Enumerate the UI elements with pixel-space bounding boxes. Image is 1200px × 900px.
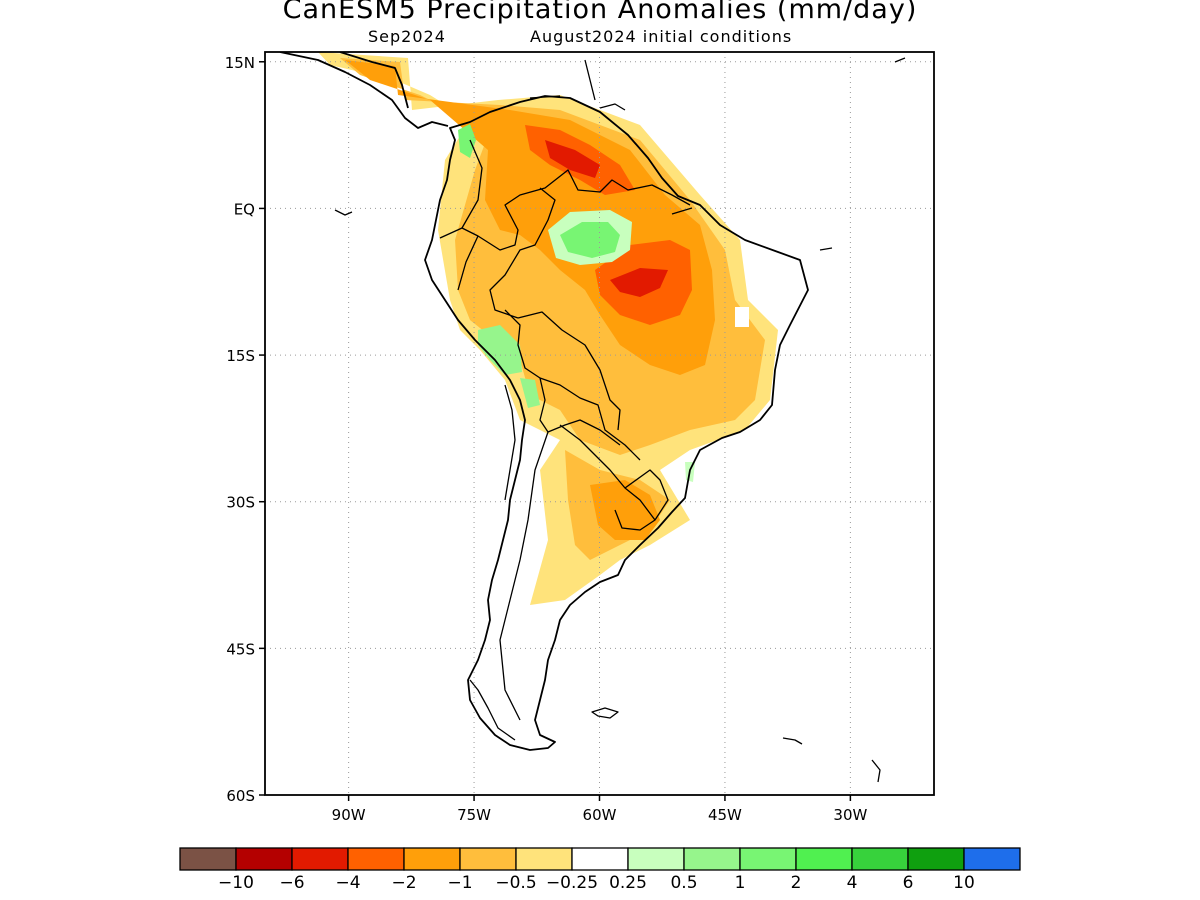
anomaly-region-wet-amazon-core: [560, 222, 620, 258]
lat-tick-label: 45S: [226, 640, 255, 658]
colorbar-label: −10: [218, 873, 254, 893]
colorbar-swatch: [347, 847, 405, 871]
anomaly-region-wet-andes: [520, 378, 540, 408]
colorbar-swatch: [403, 847, 461, 871]
colorbar-label: −1: [447, 873, 472, 893]
lon-tick-label: 45W: [708, 806, 742, 824]
lat-tick-label: 15N: [225, 54, 255, 72]
lon-tick-label: 75W: [457, 806, 491, 824]
lon-tick-label: 90W: [332, 806, 366, 824]
colorbar-label: −0.5: [495, 873, 536, 893]
colorbar-swatch: [907, 847, 965, 871]
colorbar-label: 2: [791, 873, 802, 893]
colorbar-swatch: [851, 847, 909, 871]
falkland-islands: [591, 707, 619, 719]
anomaly-region-wet-colombia: [458, 124, 476, 158]
colorbar-label: −2: [391, 873, 416, 893]
south-georgia: [782, 737, 803, 745]
initial-conditions: August2024 initial conditions: [530, 27, 793, 46]
colorbar-label: 0.25: [609, 873, 647, 893]
axis-ticks: 15N EQ 15S 30S 45S 60S 90W 75W 60W 45W 30W: [225, 54, 868, 824]
colorbar-label: 4: [847, 873, 858, 893]
colorbar-label: 1: [735, 873, 746, 893]
colorbar-swatch: [571, 847, 629, 871]
colorbar-swatch: [683, 847, 741, 871]
south-america-coastline: [424, 95, 809, 751]
forecast-month: Sep2024: [368, 27, 446, 46]
colorbar-label: −6: [279, 873, 304, 893]
coastal-islands-south: [469, 679, 881, 783]
colorbar-label: 0.5: [670, 873, 697, 893]
central-america-coastline: [279, 52, 449, 129]
colorbar-swatch: [235, 847, 293, 871]
colorbar-swatch: [291, 847, 349, 871]
lon-tick-label: 60W: [583, 806, 617, 824]
caribbean-islands: [334, 57, 906, 251]
colorbar-swatch: [795, 847, 853, 871]
anomaly-gap-northeast: [735, 307, 749, 327]
colorbar-swatch: [459, 847, 517, 871]
colorbar-label: 10: [953, 873, 975, 893]
colorbar-swatch: [627, 847, 685, 871]
colorbar-label: −4: [335, 873, 360, 893]
colorbar-swatch: [515, 847, 573, 871]
colorbar-label: 6: [903, 873, 914, 893]
lat-tick-label: EQ: [234, 200, 255, 218]
colorbar-label: −0.25: [546, 873, 598, 893]
chart-title: CanESM5 Precipitation Anomalies (mm/day): [282, 0, 918, 25]
colorbar: −10 −6 −4 −2 −1 −0.5 −0.25 0.25 0.5 1 2 4 6 10: [179, 847, 1021, 893]
colorbar-swatch: [963, 847, 1021, 871]
anomaly-region-moderate: [340, 58, 765, 560]
anomaly-region-extreme-dry: [545, 140, 668, 297]
colorbar-swatch: [179, 847, 237, 871]
lat-tick-label: 60S: [226, 787, 255, 805]
country-borders: [439, 139, 691, 721]
anomaly-region-wet-peru: [478, 325, 522, 375]
colorbar-swatch: [739, 847, 797, 871]
lat-tick-label: 15S: [226, 347, 255, 365]
lat-tick-label: 30S: [226, 494, 255, 512]
lon-tick-label: 30W: [833, 806, 867, 824]
coastlines-and-borders: [279, 52, 906, 783]
